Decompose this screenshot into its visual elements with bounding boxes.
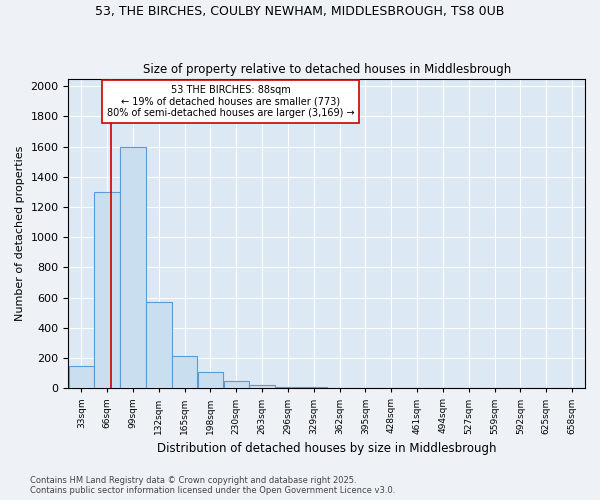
Bar xyxy=(301,387,326,388)
Y-axis label: Number of detached properties: Number of detached properties xyxy=(15,146,25,321)
Bar xyxy=(250,385,275,388)
X-axis label: Distribution of detached houses by size in Middlesbrough: Distribution of detached houses by size … xyxy=(157,442,496,455)
Bar xyxy=(275,387,301,388)
Bar xyxy=(120,146,146,388)
Bar xyxy=(198,372,223,388)
Text: 53 THE BIRCHES: 88sqm
← 19% of detached houses are smaller (773)
80% of semi-det: 53 THE BIRCHES: 88sqm ← 19% of detached … xyxy=(107,84,354,118)
Title: Size of property relative to detached houses in Middlesbrough: Size of property relative to detached ho… xyxy=(143,63,511,76)
Bar xyxy=(68,366,94,388)
Bar xyxy=(146,302,172,388)
Text: 53, THE BIRCHES, COULBY NEWHAM, MIDDLESBROUGH, TS8 0UB: 53, THE BIRCHES, COULBY NEWHAM, MIDDLESB… xyxy=(95,5,505,18)
Bar xyxy=(94,192,120,388)
Bar xyxy=(224,380,249,388)
Text: Contains HM Land Registry data © Crown copyright and database right 2025.
Contai: Contains HM Land Registry data © Crown c… xyxy=(30,476,395,495)
Bar xyxy=(172,356,197,388)
